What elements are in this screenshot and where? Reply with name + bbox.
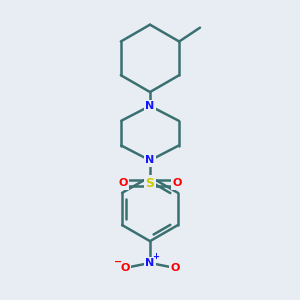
Text: −: −: [114, 256, 122, 266]
Text: O: O: [172, 178, 182, 188]
Text: O: O: [121, 263, 130, 273]
Text: O: O: [118, 178, 128, 188]
Text: O: O: [170, 263, 179, 273]
Text: N: N: [146, 258, 154, 268]
Text: N: N: [146, 101, 154, 111]
Text: N: N: [146, 155, 154, 165]
Text: S: S: [146, 177, 154, 190]
Text: +: +: [152, 252, 159, 261]
